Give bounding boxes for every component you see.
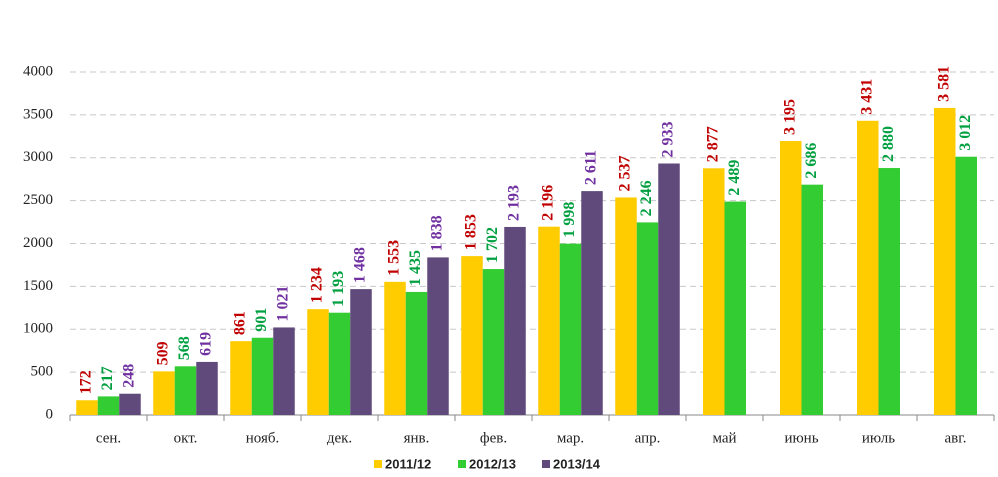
bar [538, 226, 560, 415]
x-tick-label: май [712, 430, 736, 446]
value-label: 2 196 [540, 185, 557, 221]
y-tick-label: 2500 [23, 192, 53, 208]
bar [427, 257, 449, 415]
value-label: 248 [121, 364, 138, 388]
value-label: 1 234 [309, 267, 326, 303]
bar [119, 393, 141, 415]
bar [307, 309, 329, 415]
y-tick-label: 1500 [23, 278, 53, 294]
x-tick-label: авг. [945, 430, 967, 446]
bar [724, 201, 746, 415]
value-label: 2 880 [880, 126, 897, 162]
bar [174, 366, 197, 415]
bar [780, 141, 802, 415]
value-label: 2 193 [506, 185, 523, 221]
bar [615, 197, 637, 415]
bar [801, 184, 823, 415]
x-tick-label: окт. [174, 430, 198, 446]
value-label: 2 877 [704, 126, 721, 162]
value-label: 1 193 [330, 271, 347, 307]
legend-swatch [374, 460, 382, 468]
y-tick-label: 3000 [23, 149, 53, 165]
bar [658, 163, 680, 415]
bar [97, 396, 120, 415]
bar [703, 168, 725, 415]
bar [384, 281, 406, 415]
bar [461, 256, 483, 415]
value-label: 3 431 [858, 79, 875, 115]
bar [328, 312, 351, 415]
bar [857, 120, 879, 415]
x-tick-label: июнь [784, 430, 818, 446]
y-tick-label: 4000 [23, 63, 53, 79]
value-label: 217 [99, 366, 116, 390]
x-tick-label: апр. [635, 430, 661, 446]
value-label: 861 [232, 311, 249, 335]
bar [504, 226, 526, 415]
bar [482, 269, 505, 415]
bar [559, 243, 582, 415]
value-label: 1 468 [352, 247, 369, 283]
x-tick-label: дек. [327, 430, 352, 446]
x-tick-label: нояб. [246, 430, 280, 446]
bar [350, 289, 372, 415]
value-label: 1 553 [386, 240, 403, 276]
y-tick-label: 500 [31, 364, 54, 380]
value-label: 2 686 [803, 143, 820, 179]
legend-label: 2013/14 [553, 456, 601, 471]
legend-label: 2012/13 [469, 456, 516, 471]
bar [153, 371, 175, 415]
bar [636, 222, 659, 415]
value-label: 2 611 [583, 150, 600, 185]
value-label: 1 998 [561, 202, 578, 238]
value-label: 3 581 [935, 66, 952, 102]
value-label: 2 933 [660, 121, 677, 157]
value-label: 901 [253, 308, 270, 332]
value-label: 1 838 [429, 215, 446, 251]
value-label: 2 537 [617, 155, 634, 191]
legend-label: 2011/12 [385, 456, 431, 471]
value-label: 172 [78, 370, 95, 394]
value-label: 1 702 [484, 227, 501, 263]
bar [955, 156, 977, 415]
x-tick-label: сен. [96, 430, 121, 446]
y-tick-label: 3500 [23, 106, 53, 122]
bar [76, 400, 98, 415]
x-tick-label: янв. [404, 430, 430, 446]
value-label: 619 [198, 332, 215, 356]
value-label: 568 [176, 336, 193, 360]
bar [878, 168, 900, 415]
y-tick-label: 2000 [23, 235, 53, 251]
bar [581, 191, 603, 415]
value-label: 2 489 [726, 160, 743, 196]
x-tick-label: фев. [480, 430, 507, 446]
y-tick-label: 0 [46, 406, 54, 422]
bar [934, 107, 956, 415]
legend-swatch [458, 460, 466, 468]
x-tick-label: июль [862, 430, 895, 446]
legend-swatch [542, 460, 550, 468]
value-label: 2 246 [638, 180, 655, 216]
value-label: 509 [155, 341, 172, 365]
bar [273, 327, 295, 415]
bar [196, 361, 218, 415]
value-label: 3 195 [781, 99, 798, 135]
value-label: 3 012 [957, 115, 974, 151]
bar [251, 337, 274, 415]
value-label: 1 021 [275, 285, 292, 321]
bar [405, 291, 428, 415]
x-tick-label: мар. [557, 430, 584, 446]
y-tick-label: 1000 [23, 321, 53, 337]
bar [230, 341, 252, 415]
value-label: 1 435 [407, 250, 424, 286]
value-label: 1 853 [463, 214, 480, 250]
